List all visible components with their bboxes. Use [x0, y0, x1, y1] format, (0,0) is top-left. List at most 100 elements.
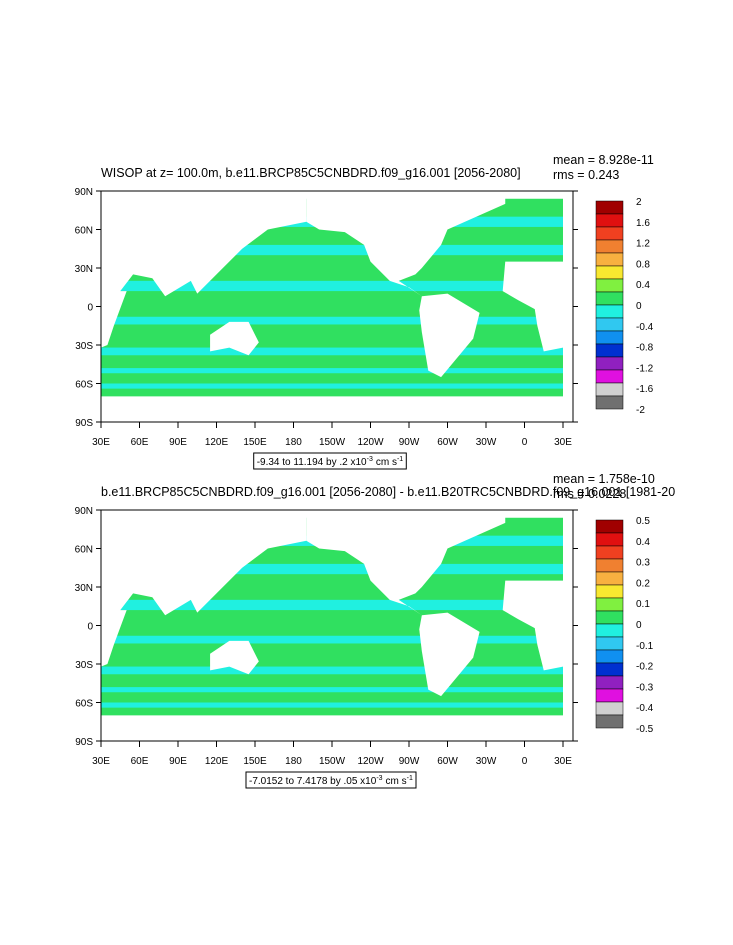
colorbar-box — [595, 701, 624, 716]
range-box — [253, 452, 407, 470]
ocean-band — [101, 666, 563, 675]
colorbar-box — [595, 356, 624, 371]
colorbar-label: 0 — [636, 301, 642, 312]
ocean-band — [101, 368, 563, 374]
range-unit-exponent: -1 — [397, 456, 403, 463]
lat-label: 0 — [87, 303, 93, 314]
colorbar-label: -0.4 — [636, 322, 654, 333]
ocean-band — [101, 383, 563, 389]
mean-stat: mean = 8.928e-11 — [553, 153, 654, 167]
lon-label: 30E — [554, 756, 572, 767]
ocean-band — [101, 635, 563, 644]
lat-label: 90N — [75, 187, 93, 198]
colorbar-label: 2 — [636, 197, 642, 208]
lat-label: 0 — [87, 622, 93, 633]
colorbar-box — [595, 545, 624, 560]
ocean-band — [101, 316, 563, 325]
colorbar-box — [595, 304, 624, 319]
colorbar-box — [595, 662, 624, 677]
colorbar-label: 0.1 — [636, 599, 650, 610]
land — [502, 261, 563, 352]
lon-label: 180 — [285, 437, 302, 448]
colorbar-label: -0.4 — [636, 703, 654, 714]
land — [101, 396, 563, 422]
ocean-band — [101, 563, 563, 575]
range-unit-exponent: -1 — [407, 775, 413, 782]
land — [101, 191, 307, 348]
panel-title: b.e11.BRCP85C5CNBDRD.f09_g16.001 [2056-2… — [101, 485, 675, 499]
colorbar-box — [595, 291, 624, 306]
colorbar-box — [595, 213, 624, 228]
lon-label: 90W — [399, 437, 420, 448]
range-value: -9.34 to 11.194 by .2 x10 — [257, 457, 367, 468]
colorbar-label: -1.6 — [636, 384, 654, 395]
lat-label: 30S — [75, 341, 93, 352]
colorbar-label: -1.2 — [636, 363, 654, 374]
lon-label: 60W — [437, 437, 458, 448]
lon-label: 30E — [92, 437, 110, 448]
colorbar-label: 0.4 — [636, 280, 650, 291]
colorbar-box — [595, 571, 624, 586]
colorbar-box — [595, 343, 624, 358]
colorbar-box — [595, 395, 624, 410]
range-unit: cm s — [376, 457, 397, 468]
range-box — [245, 771, 417, 789]
colorbar-label: 1.2 — [636, 239, 650, 250]
lon-label: 30E — [554, 437, 572, 448]
colorbar-box — [595, 714, 624, 729]
lon-label: 150E — [243, 756, 267, 767]
range-exponent: -3 — [376, 775, 382, 782]
panel-title: WISOP at z= 100.0m, b.e11.BRCP85C5CNBDRD… — [101, 166, 521, 180]
land — [210, 321, 259, 356]
land — [502, 580, 563, 671]
range-unit: cm s — [386, 776, 407, 787]
ocean-band — [101, 687, 563, 693]
lat-label: 30S — [75, 660, 93, 671]
ocean-band — [101, 702, 563, 708]
colorbar-box — [595, 226, 624, 241]
colorbar-box — [595, 558, 624, 573]
land — [101, 715, 563, 741]
colorbar-label: -0.1 — [636, 641, 654, 652]
lon-label: 30E — [92, 756, 110, 767]
land — [419, 612, 480, 697]
lon-label: 90W — [399, 756, 420, 767]
colorbar-box — [595, 382, 624, 397]
lon-label: 30W — [476, 437, 497, 448]
lon-label: 0 — [522, 437, 528, 448]
colorbar-box — [595, 649, 624, 664]
range-text: -9.34 to 11.194 by .2 x10-3 cm s-1 — [257, 456, 404, 468]
colorbar-label: -0.2 — [636, 662, 654, 673]
range-value: -7.0152 to 7.4178 by .05 x10 — [249, 776, 377, 787]
lon-label: 0 — [522, 756, 528, 767]
colorbar-label: 0.4 — [636, 537, 650, 548]
lat-label: 60S — [75, 380, 93, 391]
ocean-band — [101, 280, 563, 292]
colorbar-box — [595, 584, 624, 599]
colorbar-box — [595, 532, 624, 547]
colorbar-label: 0.3 — [636, 558, 650, 569]
lat-label: 60S — [75, 699, 93, 710]
rms-stat: rms = 0.0228 — [553, 487, 626, 501]
land — [101, 191, 563, 199]
lon-label: 90E — [169, 756, 187, 767]
land — [101, 510, 563, 518]
colorbar-box — [595, 278, 624, 293]
lon-label: 120E — [205, 437, 229, 448]
land — [306, 510, 506, 616]
rms-stat: rms = 0.243 — [553, 168, 619, 182]
ocean-band — [101, 599, 563, 611]
colorbar-box — [595, 200, 624, 215]
colorbar-label: -0.8 — [636, 343, 654, 354]
colorbar-box — [595, 265, 624, 280]
lon-label: 60E — [131, 437, 149, 448]
land — [210, 640, 259, 675]
land — [419, 293, 480, 378]
colorbar-box — [595, 636, 624, 651]
land — [306, 191, 506, 297]
lon-label: 30W — [476, 756, 497, 767]
lon-label: 120W — [357, 437, 384, 448]
land — [101, 510, 307, 667]
lon-label: 60E — [131, 756, 149, 767]
